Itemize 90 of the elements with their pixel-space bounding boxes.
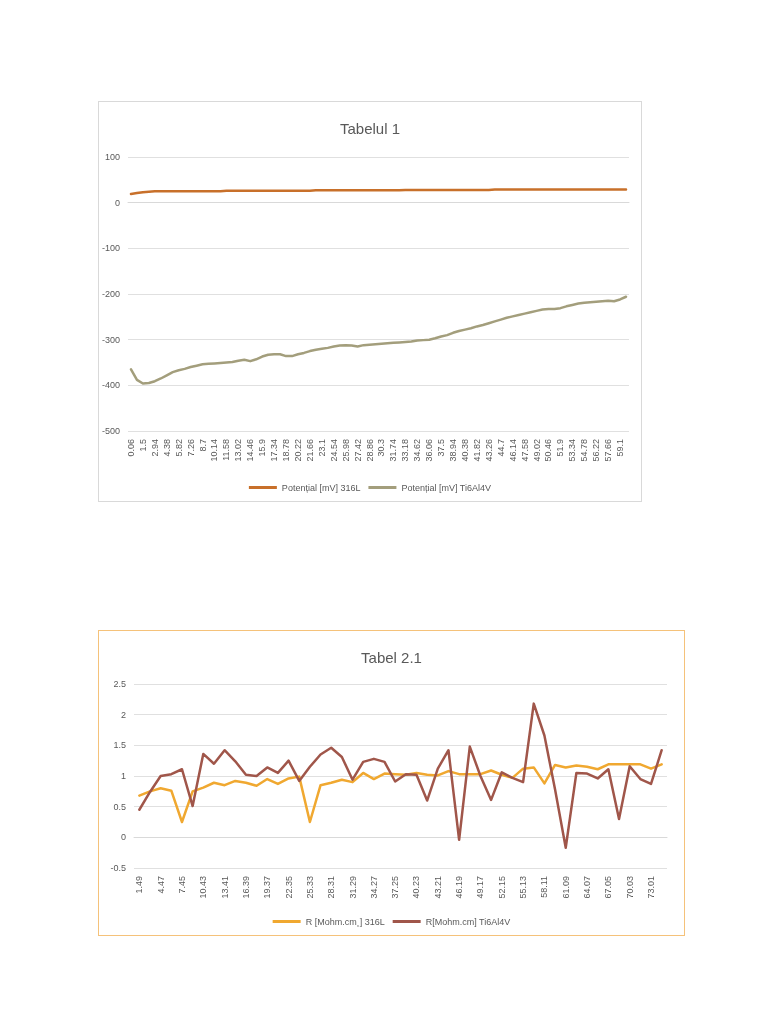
x-tick-label: 16.39 (240, 876, 251, 899)
x-tick-label: 38.94 (448, 439, 459, 462)
x-tick-label: 64.07 (582, 876, 593, 899)
x-tick-label: 61.09 (560, 876, 571, 899)
x-tick-label: 15.9 (257, 439, 268, 457)
x-tick-label: 7.26 (185, 439, 196, 457)
x-tick-label: 28.31 (326, 876, 337, 899)
x-tick-label: 0.06 (126, 439, 136, 457)
x-tick-label: 20.22 (292, 439, 303, 462)
x-tick-label: 73.01 (646, 876, 657, 899)
legend-label: R [Mohm.cm¸] 316L (305, 916, 385, 927)
x-tick-label: 18.78 (281, 439, 292, 462)
x-tick-label: 7.45 (176, 876, 187, 894)
legend-label: R[Mohm.cm] Ti6Al4V (425, 916, 511, 927)
x-tick-label: 27.42 (352, 439, 363, 462)
x-tick-label: 52.15 (496, 876, 507, 899)
y-tick-label: 1.5 (113, 740, 126, 751)
x-tick-label: 37.25 (390, 876, 401, 899)
x-tick-label: 56.22 (591, 439, 602, 462)
x-tick-label: 41.82 (471, 439, 482, 462)
x-tick-label: 10.14 (209, 439, 220, 462)
y-tick-label: 2.5 (113, 679, 126, 689)
x-tick-label: 10.43 (198, 876, 209, 899)
x-tick-label: 55.13 (518, 876, 529, 899)
x-tick-label: 36.06 (424, 439, 435, 462)
legend-label: Potențial [mV] 316L (281, 482, 361, 493)
x-tick-label: 49.02 (531, 439, 542, 462)
x-tick-label: 17.34 (269, 439, 280, 462)
x-tick-label: 4.38 (161, 439, 172, 457)
x-tick-label: 59.1 (615, 439, 626, 457)
y-tick-label: 0 (115, 197, 121, 208)
x-tick-label: 25.33 (304, 876, 315, 899)
x-tick-label: 53.34 (567, 439, 578, 462)
x-tick-label: 23.1 (316, 439, 327, 457)
legend-label: Potențial [mV] Ti6Al4V (401, 482, 491, 493)
x-tick-label: 5.82 (173, 439, 184, 457)
x-tick-label: 31.29 (347, 876, 358, 899)
x-tick-label: 28.86 (364, 439, 375, 462)
x-tick-label: 40.38 (459, 439, 470, 462)
x-tick-label: 21.66 (304, 439, 315, 462)
x-tick-label: 67.05 (603, 876, 614, 899)
x-tick-label: 40.23 (411, 876, 422, 899)
x-tick-label: 25.98 (340, 439, 351, 462)
x-tick-label: 1.5 (137, 439, 148, 452)
x-tick-label: 22.35 (283, 876, 294, 899)
x-tick-label: 34.62 (412, 439, 423, 462)
x-tick-label: 47.58 (519, 439, 530, 462)
y-tick-label: -200 (102, 289, 121, 299)
y-tick-label: -500 (102, 426, 121, 436)
x-tick-label: 14.46 (245, 439, 256, 462)
x-tick-label: 70.03 (624, 876, 635, 899)
x-tick-label: 4.47 (155, 876, 166, 894)
x-tick-label: 2.94 (149, 439, 160, 457)
x-tick-label: 46.14 (507, 439, 518, 462)
y-tick-label: 100 (104, 152, 121, 162)
x-tick-label: 13.41 (219, 876, 230, 899)
line-series (129, 295, 628, 385)
line-series (138, 702, 663, 850)
x-tick-label: 44.7 (495, 439, 506, 457)
y-tick-label: 2 (120, 709, 126, 720)
x-tick-label: 11.58 (221, 439, 232, 461)
x-tick-label: 34.27 (368, 876, 379, 899)
x-tick-label: 19.37 (262, 876, 273, 899)
x-tick-label: 57.66 (603, 439, 614, 462)
x-tick-label: 13.02 (233, 439, 244, 462)
x-tick-label: 24.54 (328, 439, 339, 462)
x-tick-label: 33.18 (400, 439, 411, 462)
x-tick-label: 46.19 (454, 876, 465, 899)
y-tick-label: 0 (120, 832, 126, 843)
x-tick-label: 1.49 (134, 876, 145, 894)
x-tick-label: 51.9 (555, 439, 566, 457)
y-tick-label: -400 (102, 380, 121, 391)
y-tick-label: -100 (102, 243, 121, 254)
x-tick-label: 31.74 (388, 439, 399, 462)
y-tick-label: 0.5 (113, 801, 126, 812)
x-tick-label: 43.21 (432, 876, 443, 899)
x-tick-label: 30.3 (376, 439, 387, 457)
x-tick-label: 58.11 (539, 876, 550, 898)
chart-title: Tabelul 1 (339, 120, 401, 137)
x-tick-label: 43.26 (483, 439, 494, 462)
chart-title: Tabel 2.1 (361, 649, 422, 666)
y-tick-label: -300 (102, 334, 121, 345)
y-tick-label: -0.5 (110, 863, 126, 873)
y-tick-label: 1 (120, 771, 126, 781)
line-series (138, 763, 663, 824)
x-tick-label: 49.17 (475, 876, 486, 899)
x-tick-label: 8.7 (197, 439, 208, 452)
x-tick-label: 50.46 (543, 439, 554, 462)
x-tick-label: 37.5 (436, 439, 447, 457)
x-tick-label: 54.78 (579, 439, 590, 462)
